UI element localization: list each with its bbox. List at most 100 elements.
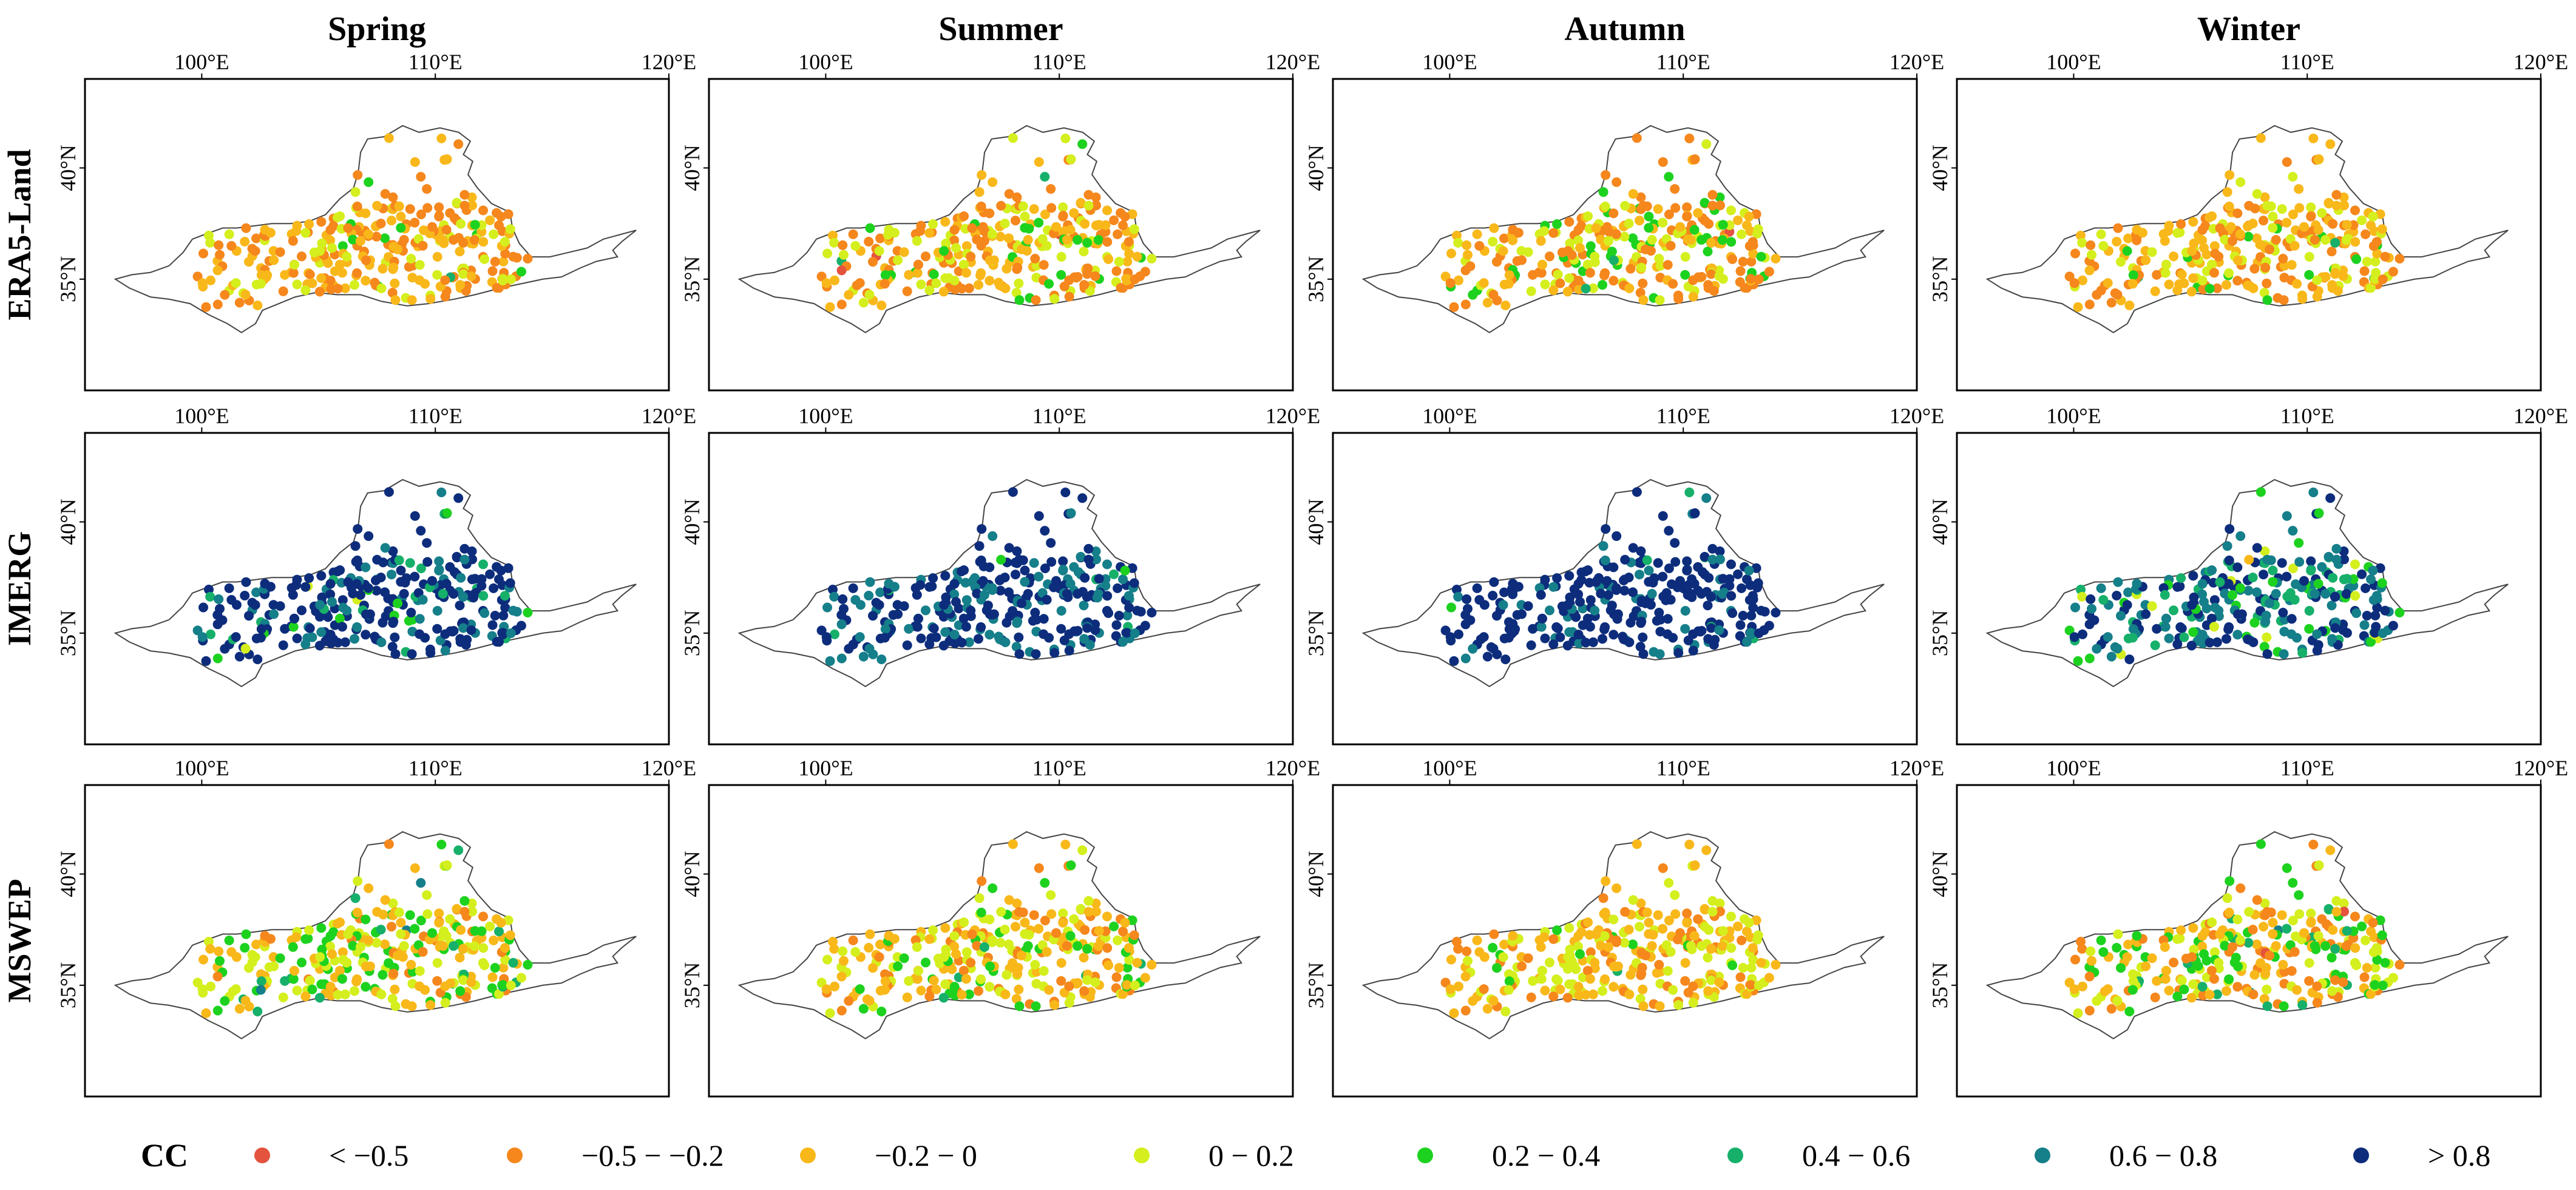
station-point <box>436 134 447 143</box>
station-point <box>1673 1000 1684 1010</box>
station-point <box>2227 590 2237 600</box>
station-point <box>1440 625 1451 636</box>
x-tick-label: 120°E <box>642 50 696 74</box>
y-tick-label: 40°N <box>1304 498 1328 545</box>
station-point <box>396 917 406 928</box>
station-point <box>2225 524 2235 534</box>
station-point <box>355 236 365 246</box>
station-point <box>1056 976 1066 986</box>
station-point <box>1682 211 1692 222</box>
station-point <box>1085 286 1095 296</box>
station-point <box>1124 954 1134 965</box>
station-point <box>2124 654 2135 664</box>
station-point <box>1076 552 1086 562</box>
station-point <box>1654 608 1664 617</box>
legend-swatch <box>2353 1148 2369 1163</box>
station-point <box>1733 215 1743 225</box>
station-point <box>337 622 347 632</box>
station-point <box>1540 279 1550 290</box>
station-point <box>2225 876 2235 886</box>
station-point <box>1012 968 1023 979</box>
station-point <box>1742 926 1752 937</box>
station-point <box>2069 278 2079 288</box>
station-point <box>2179 278 2189 288</box>
station-point <box>996 906 1006 917</box>
station-point <box>1064 998 1074 1008</box>
station-point <box>1537 260 1547 270</box>
station-point <box>1080 573 1090 583</box>
station-point <box>1700 904 1710 914</box>
station-point <box>1591 223 1601 233</box>
station-point <box>2372 602 2382 613</box>
station-point <box>212 299 223 310</box>
station-point <box>2206 613 2217 624</box>
station-point <box>1619 585 1630 596</box>
station-point <box>1693 208 1703 218</box>
station-point <box>1058 565 1068 576</box>
station-point <box>1771 254 1781 264</box>
station-point <box>2113 929 2123 939</box>
station-point <box>415 260 425 270</box>
station-point <box>1042 240 1052 251</box>
station-point <box>1091 192 1101 202</box>
x-tick-label: 100°E <box>2046 404 2101 428</box>
station-point <box>2338 271 2348 281</box>
station-point <box>224 583 234 593</box>
station-point <box>1625 264 1636 274</box>
station-point <box>337 974 347 984</box>
station-point <box>410 923 420 934</box>
station-point <box>325 630 336 640</box>
station-point <box>2357 569 2367 579</box>
station-point <box>1065 931 1076 941</box>
station-point <box>2271 941 2281 951</box>
station-point <box>449 235 459 245</box>
station-point <box>1463 604 1473 614</box>
station-point <box>1498 246 1508 256</box>
station-point <box>1609 255 1619 265</box>
x-tick-label: 120°E <box>1266 756 1320 780</box>
station-point <box>2370 962 2381 973</box>
station-point <box>2077 943 2087 954</box>
station-point <box>961 268 971 278</box>
station-point <box>875 587 886 597</box>
station-point <box>1056 624 1066 634</box>
station-point <box>2176 219 2186 229</box>
station-point <box>523 960 533 970</box>
station-point <box>1600 622 1610 632</box>
station-point <box>440 629 450 639</box>
station-point <box>480 960 490 970</box>
station-point <box>1548 934 1559 944</box>
station-point <box>325 589 336 599</box>
station-point <box>440 981 450 991</box>
station-point <box>452 198 462 208</box>
station-point <box>1034 157 1044 167</box>
station-point <box>1020 917 1030 928</box>
station-point <box>2233 961 2243 971</box>
station-point <box>2189 238 2199 248</box>
station-point <box>280 270 290 280</box>
station-point <box>432 270 442 280</box>
legend-title: CC <box>141 1137 188 1174</box>
station-point <box>1585 595 1596 605</box>
station-point <box>2259 994 2269 1004</box>
station-point <box>902 286 912 296</box>
station-point <box>459 896 470 906</box>
station-point <box>406 608 416 617</box>
station-point <box>500 591 510 601</box>
station-point <box>2268 211 2278 222</box>
station-point <box>921 251 930 262</box>
station-point <box>290 260 299 270</box>
station-point <box>2290 240 2300 251</box>
station-point <box>1012 262 1023 273</box>
station-point <box>297 605 307 616</box>
x-tick-label: 110°E <box>1032 404 1086 428</box>
station-point <box>1653 204 1663 214</box>
station-point <box>2331 189 2342 200</box>
station-point <box>1449 302 1459 312</box>
station-point <box>1644 565 1654 576</box>
station-point <box>422 890 432 900</box>
station-point <box>876 654 887 664</box>
station-point <box>478 943 489 953</box>
station-point <box>399 941 409 951</box>
station-point <box>1445 984 1456 994</box>
